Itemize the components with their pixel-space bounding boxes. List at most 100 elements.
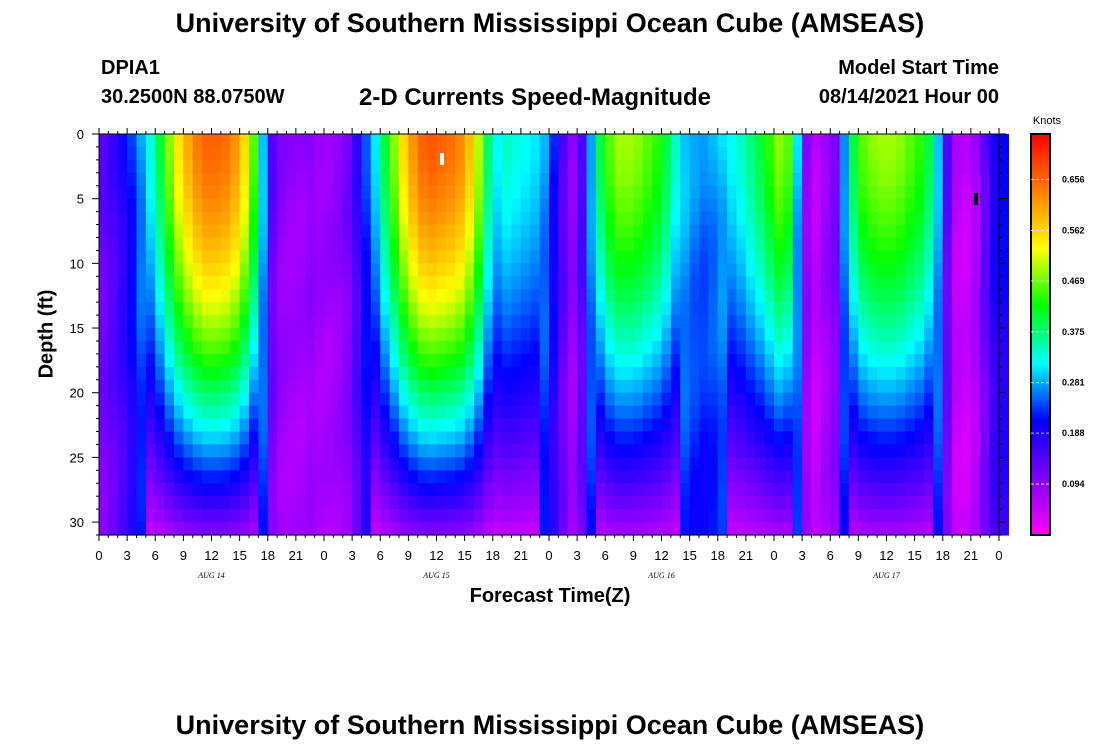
heatmap-cell — [455, 405, 466, 420]
heatmap-cell — [408, 185, 419, 200]
heatmap-cell — [502, 366, 513, 381]
heatmap-cell — [520, 522, 531, 536]
heatmap-cell — [792, 470, 803, 484]
heatmap-cell — [99, 224, 109, 239]
heatmap-cell — [455, 431, 466, 446]
colorbar-swatch — [1031, 149, 1050, 153]
heatmap-cell — [502, 172, 513, 187]
heatmap-cell — [652, 418, 663, 433]
colorbar-swatch — [1031, 244, 1050, 248]
heatmap-cell — [286, 379, 297, 394]
heatmap-cell — [942, 211, 953, 226]
heatmap-cell — [605, 172, 616, 187]
heatmap-cell — [661, 198, 672, 213]
heatmap-cell — [567, 237, 578, 252]
heatmap-cell — [952, 289, 963, 303]
heatmap-cell — [277, 289, 288, 303]
heatmap-cell — [792, 224, 803, 239]
heatmap-cell — [811, 315, 822, 329]
heatmap-cell — [145, 263, 156, 277]
heatmap-cell — [577, 522, 588, 536]
heatmap-cell — [108, 146, 119, 161]
heatmap-cell — [605, 211, 616, 226]
heatmap-cell — [661, 405, 672, 420]
heatmap-cell — [989, 522, 1000, 536]
heatmap-cell — [905, 509, 916, 523]
heatmap-cell — [999, 263, 1009, 277]
heatmap-cell — [614, 315, 625, 329]
heatmap-cell — [849, 509, 859, 523]
heatmap-cell — [389, 418, 400, 433]
heatmap-cell — [670, 328, 681, 342]
heatmap-cell — [445, 509, 456, 523]
heatmap-cell — [755, 146, 766, 161]
heatmap-cell — [145, 340, 156, 355]
heatmap-cell — [342, 289, 353, 303]
heatmap-cell — [342, 211, 353, 226]
heatmap-cell — [886, 276, 897, 290]
heatmap-cell — [445, 276, 456, 290]
heatmap-cell — [183, 366, 194, 381]
heatmap-cell — [370, 366, 381, 381]
heatmap-cell — [239, 340, 250, 355]
heatmap-cell — [961, 146, 972, 161]
heatmap-cell — [933, 263, 944, 277]
heatmap-cell — [445, 457, 456, 471]
heatmap-cell — [764, 172, 775, 187]
heatmap-cell — [427, 353, 438, 368]
colorbar-swatch — [1031, 231, 1050, 235]
heatmap-cell — [108, 211, 119, 226]
heatmap-cell — [108, 418, 119, 433]
heatmap-cell — [745, 522, 756, 536]
heatmap-cell — [192, 276, 203, 290]
heatmap-cell — [445, 483, 456, 497]
heatmap-cell — [370, 211, 381, 226]
heatmap-cell — [295, 418, 306, 433]
heatmap-cell — [764, 211, 775, 226]
heatmap-cell — [633, 522, 644, 536]
heatmap-cell — [586, 211, 597, 226]
heatmap-cell — [999, 457, 1009, 471]
heatmap-cell — [314, 483, 325, 497]
x-tick-label: 6 — [377, 548, 384, 563]
heatmap-cell — [708, 379, 719, 394]
heatmap-cell — [436, 185, 447, 200]
heatmap-cell — [586, 405, 597, 420]
heatmap-cell — [633, 353, 644, 368]
heatmap-cell — [474, 159, 484, 174]
heatmap-cell — [633, 263, 644, 277]
y-tick-label: 10 — [70, 256, 84, 271]
heatmap-cell — [502, 405, 513, 420]
heatmap-cell — [652, 250, 663, 264]
heatmap-cell — [830, 172, 841, 187]
heatmap-cell — [577, 379, 588, 394]
heatmap-cell — [905, 340, 916, 355]
heatmap-cell — [445, 198, 456, 213]
heatmap-cell — [192, 185, 203, 200]
heatmap-cell — [127, 198, 138, 213]
heatmap-cell — [989, 366, 1000, 381]
heatmap-cell — [192, 263, 203, 277]
heatmap-cell — [239, 328, 250, 342]
heatmap-cell — [352, 134, 363, 148]
heatmap-cell — [520, 172, 531, 187]
heatmap-cell — [436, 457, 447, 471]
heatmap-cell — [99, 379, 109, 394]
heatmap-cell — [324, 418, 334, 433]
heatmap-cell — [183, 211, 194, 226]
heatmap-cell — [352, 185, 363, 200]
heatmap-cell — [717, 470, 728, 484]
heatmap-cell — [595, 172, 606, 187]
heatmap-cell — [436, 418, 447, 433]
heatmap-cell — [586, 276, 597, 290]
heatmap-cell — [558, 366, 569, 381]
heatmap-cell — [258, 146, 269, 161]
heatmap-cell — [305, 509, 316, 523]
heatmap-cell — [539, 522, 550, 536]
colorbar-swatch — [1031, 339, 1050, 343]
heatmap-cell — [764, 328, 775, 342]
colorbar-swatch — [1031, 369, 1050, 373]
heatmap-cell — [230, 496, 241, 510]
heatmap-cell — [717, 185, 728, 200]
heatmap-cell — [474, 509, 484, 523]
